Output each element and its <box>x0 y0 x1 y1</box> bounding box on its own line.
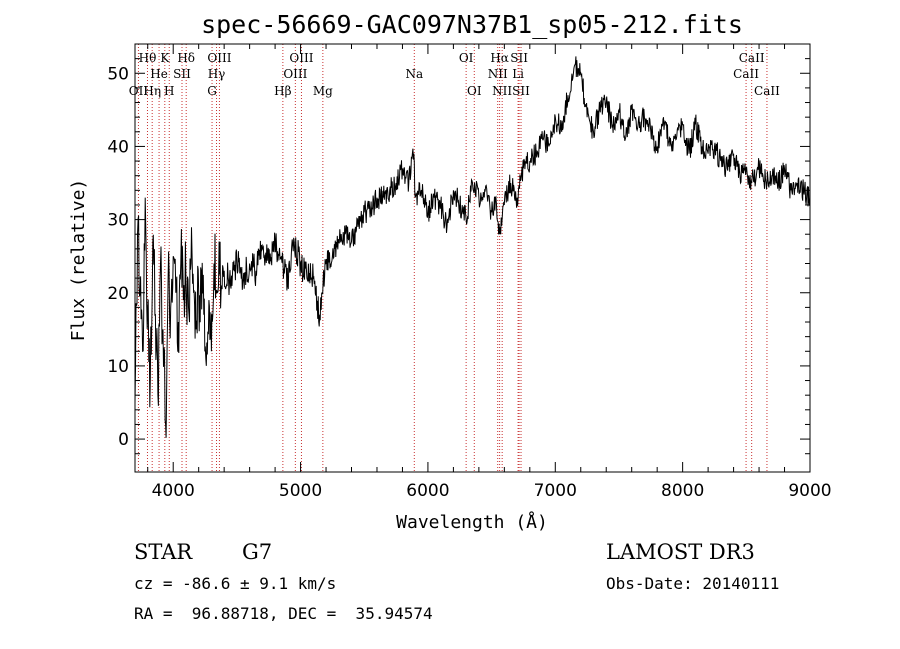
y-tick-label: 50 <box>107 64 129 84</box>
marker-label: OI <box>459 51 474 65</box>
object-class: STAR <box>134 540 193 564</box>
marker-label: Hβ <box>274 84 291 98</box>
survey-name: LAMOST DR3 <box>606 540 755 564</box>
y-axis-label: Flux (relative) <box>68 179 89 342</box>
x-tick-label: 8000 <box>661 481 704 501</box>
x-tick-label: 6000 <box>406 481 449 501</box>
coordinates: RA = 96.88718, DEC = 35.94574 <box>134 604 433 623</box>
plot-frame <box>134 43 811 473</box>
marker-label: SII <box>512 84 530 98</box>
marker-label: CaII <box>739 51 765 65</box>
marker-label: SII <box>510 51 528 65</box>
marker-label: OIII <box>207 51 231 65</box>
marker-label: Hθ <box>139 51 157 65</box>
spectral-line-markers <box>137 44 768 472</box>
y-tick-label: 40 <box>107 137 129 157</box>
marker-label: OIII <box>289 51 313 65</box>
series-layer <box>134 56 811 438</box>
series-flux <box>134 56 811 438</box>
marker-label: K <box>160 51 170 65</box>
marker-label: OII <box>129 84 149 98</box>
y-tick-label: 20 <box>107 284 129 304</box>
x-tick-label: 5000 <box>279 481 322 501</box>
x-tick-label: 4000 <box>152 481 195 501</box>
marker-label: Li <box>512 67 524 81</box>
marker-label: NII <box>488 67 508 81</box>
axis-ticks: 4000 5000 6000 7000 8000 9000 0 10 20 30 40 50 <box>107 44 832 501</box>
marker-label: He <box>150 67 168 81</box>
marker-label: Hγ <box>208 67 226 81</box>
y-tick-label: 0 <box>118 430 129 450</box>
object-subclass: G7 <box>242 540 273 564</box>
marker-label: Hη <box>143 84 161 98</box>
marker-label: Na <box>405 67 423 81</box>
redshift-velocity: cz = -86.6 ± 9.1 km/s <box>134 574 337 593</box>
y-tick-label: 10 <box>107 357 129 377</box>
marker-label: OI <box>467 84 482 98</box>
marker-label: Hδ <box>177 51 195 65</box>
marker-label: G <box>207 84 217 98</box>
marker-label: OIII <box>283 67 307 81</box>
marker-label: Mg <box>313 84 333 98</box>
marker-label: SII <box>173 67 191 81</box>
x-axis-label: Wavelength (Å) <box>396 511 548 533</box>
x-tick-label: 9000 <box>788 481 831 501</box>
observation-date: Obs-Date: 20140111 <box>606 574 780 593</box>
marker-label: Hα <box>490 51 509 65</box>
marker-label: NII <box>492 84 512 98</box>
x-tick-label: 7000 <box>534 481 577 501</box>
marker-label: CaII <box>754 84 780 98</box>
marker-label: H <box>164 84 174 98</box>
marker-label: CaII <box>733 67 759 81</box>
chart-title: spec-56669-GAC097N37B1_sp05-212.fits <box>201 10 743 39</box>
y-tick-label: 30 <box>107 211 129 231</box>
